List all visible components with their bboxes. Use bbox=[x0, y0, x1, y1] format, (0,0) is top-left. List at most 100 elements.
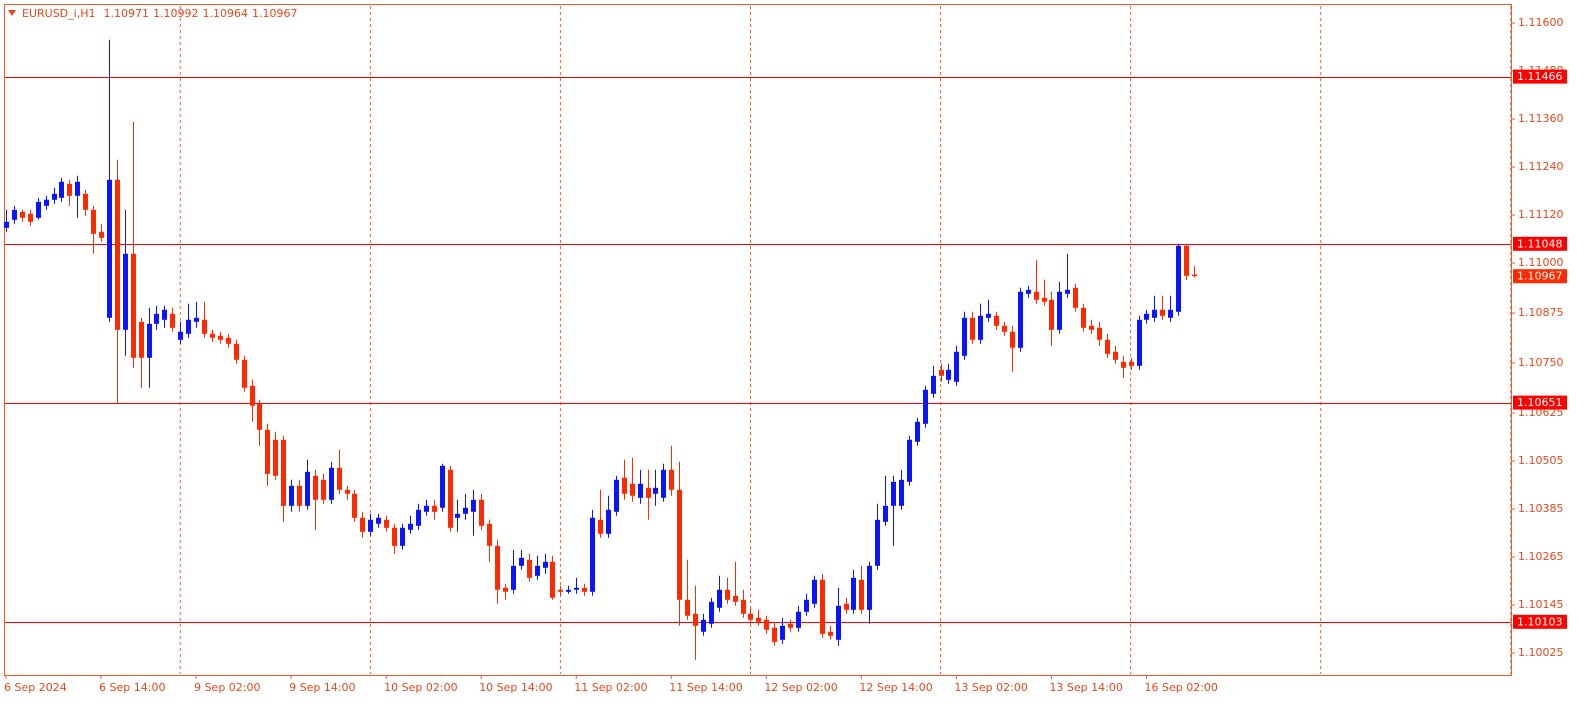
price-label-box bbox=[1513, 269, 1567, 284]
candle-body bbox=[899, 479, 904, 506]
candle-body bbox=[891, 481, 896, 506]
candle-body bbox=[400, 527, 405, 546]
candle-body bbox=[931, 375, 936, 394]
candle-body bbox=[962, 317, 967, 356]
candle-body bbox=[1049, 299, 1054, 330]
candle-body bbox=[701, 619, 706, 632]
chart-header: EURUSD_i,H1 1.10971 1.10992 1.10964 1.10967 bbox=[22, 7, 297, 20]
candle-body bbox=[1010, 331, 1015, 348]
candle-body bbox=[242, 359, 247, 388]
candle-body bbox=[186, 319, 191, 334]
candle-body bbox=[653, 487, 658, 494]
level-label-box bbox=[1513, 395, 1567, 410]
x-tick-label: 10 Sep 14:00 bbox=[479, 681, 552, 694]
candle-body bbox=[1097, 327, 1102, 340]
candle-body bbox=[392, 527, 397, 546]
candle-body bbox=[4, 221, 9, 228]
x-tick-label: 13 Sep 02:00 bbox=[954, 681, 1027, 694]
candle-body bbox=[1129, 361, 1134, 366]
candle-body bbox=[844, 603, 849, 610]
candle-body bbox=[416, 509, 421, 526]
y-tick-label: 1.11600 bbox=[1518, 16, 1564, 29]
candle-body bbox=[1034, 291, 1039, 300]
x-tick-label: 6 Sep 14:00 bbox=[99, 681, 165, 694]
candle-body bbox=[337, 467, 342, 490]
candle-body bbox=[147, 323, 152, 358]
y-tick-label: 1.10750 bbox=[1518, 356, 1564, 369]
candle-body bbox=[1057, 291, 1062, 330]
candle-body bbox=[764, 619, 769, 630]
level-label-box bbox=[1513, 236, 1567, 251]
level-label-box bbox=[1513, 69, 1567, 84]
candle-body bbox=[946, 369, 951, 380]
candle-body bbox=[1073, 287, 1078, 308]
candle-body bbox=[661, 469, 666, 498]
candle-body bbox=[297, 485, 302, 506]
candle-body bbox=[717, 589, 722, 608]
header-open: 1.10971 bbox=[103, 7, 149, 20]
y-tick-label: 1.11120 bbox=[1518, 208, 1564, 221]
candle-body bbox=[804, 599, 809, 612]
candle-body bbox=[558, 589, 563, 592]
candle-body bbox=[376, 517, 381, 524]
candle-body bbox=[408, 523, 413, 530]
y-tick-label: 1.10145 bbox=[1518, 598, 1564, 611]
candle-body bbox=[305, 471, 310, 506]
candle-body bbox=[748, 613, 753, 620]
candle-body bbox=[424, 505, 429, 512]
x-tick-label: 16 Sep 02:00 bbox=[1144, 681, 1217, 694]
candle-body bbox=[630, 483, 635, 496]
candle-body bbox=[503, 587, 508, 592]
x-tick-label: 11 Sep 14:00 bbox=[669, 681, 742, 694]
candle-body bbox=[1121, 361, 1126, 368]
candle-body bbox=[495, 545, 500, 590]
candle-body bbox=[289, 485, 294, 506]
candle-body bbox=[923, 389, 928, 424]
level-label: 1.11466 bbox=[1517, 70, 1563, 83]
candle-body bbox=[590, 517, 595, 592]
candle-body bbox=[44, 199, 49, 206]
price-label: 1.10967 bbox=[1517, 270, 1563, 283]
candle-body bbox=[519, 557, 524, 566]
candle-body bbox=[20, 211, 25, 218]
candle-body bbox=[448, 469, 453, 528]
candle-body bbox=[273, 439, 278, 476]
candle-body bbox=[772, 627, 777, 642]
candle-body bbox=[218, 335, 223, 340]
candle-body bbox=[154, 313, 159, 324]
x-tick-label: 10 Sep 02:00 bbox=[384, 681, 457, 694]
candle-body bbox=[527, 559, 532, 578]
candle-body bbox=[582, 587, 587, 592]
candle-body bbox=[1137, 319, 1142, 366]
candle-body bbox=[725, 589, 730, 600]
candle-body bbox=[471, 499, 476, 512]
candle-body bbox=[756, 617, 761, 622]
candle-body bbox=[1065, 289, 1070, 294]
x-tick-label: 13 Sep 14:00 bbox=[1049, 681, 1122, 694]
candle-body bbox=[535, 565, 540, 576]
candle-body bbox=[978, 315, 983, 340]
candle-body bbox=[1002, 325, 1007, 332]
candle-body bbox=[265, 429, 270, 474]
candle-body bbox=[820, 579, 825, 634]
candle-body bbox=[1184, 245, 1189, 276]
candle-body bbox=[606, 509, 611, 534]
candle-body bbox=[107, 179, 112, 318]
candle-body bbox=[836, 605, 841, 640]
candle-body bbox=[139, 321, 144, 358]
candle-body bbox=[52, 193, 57, 200]
candle-body bbox=[479, 499, 484, 526]
candle-body bbox=[622, 477, 627, 494]
candle-body bbox=[939, 369, 944, 376]
x-tick-label: 12 Sep 14:00 bbox=[859, 681, 932, 694]
candle-body bbox=[83, 193, 88, 210]
level-label: 1.11048 bbox=[1517, 237, 1563, 250]
candle-body bbox=[709, 601, 714, 624]
level-label: 1.10103 bbox=[1517, 615, 1563, 628]
candle-body bbox=[178, 331, 183, 340]
y-tick-label: 1.11240 bbox=[1518, 160, 1564, 173]
level-label: 1.10651 bbox=[1517, 396, 1563, 409]
